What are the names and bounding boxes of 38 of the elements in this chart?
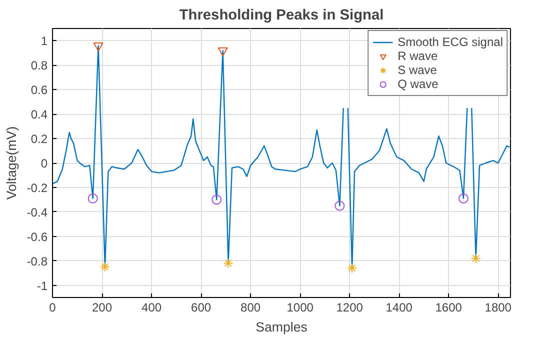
y-tick-label: 0.4 — [30, 108, 48, 122]
x-axis-title: Samples — [256, 320, 308, 334]
x-tick-label: 400 — [142, 300, 162, 314]
y-tick-label: -0.6 — [26, 230, 48, 244]
y-tick-label: 0.8 — [30, 58, 48, 73]
x-tick-label: 1200 — [336, 300, 364, 314]
x-tick-label: 600 — [191, 300, 212, 314]
point — [470, 253, 481, 264]
y-tick-label: -0.2 — [26, 180, 48, 195]
y-tick-label: 0.2 — [30, 132, 48, 146]
y-tick-label: 0.6 — [30, 83, 48, 98]
chart-title: Thresholding Peaks in Signal — [179, 8, 384, 24]
y-tick-label: -0.4 — [26, 205, 48, 220]
y-tick-label: 0 — [40, 156, 48, 170]
point — [93, 42, 104, 52]
y-axis-title: Voltage(mV) — [4, 126, 19, 200]
point — [212, 194, 222, 205]
point — [347, 263, 358, 274]
y-tick-label: -0.8 — [26, 254, 48, 268]
point — [100, 262, 110, 272]
x-tick-label: 200 — [92, 300, 112, 314]
legend-label: Q wave — [398, 77, 438, 91]
point — [223, 258, 234, 268]
point — [88, 193, 98, 204]
point — [334, 200, 345, 211]
point — [218, 47, 228, 56]
x-tick-label: 1000 — [286, 300, 314, 314]
point — [458, 193, 468, 204]
legend-label: Smooth ECG signal — [398, 35, 503, 49]
y-tick-label: 1 — [40, 34, 48, 48]
legend-label: S wave — [398, 63, 437, 77]
x-tick-label: 1400 — [386, 300, 413, 314]
x-tick-label: 800 — [240, 300, 261, 314]
y-tick-label: -1 — [36, 278, 48, 293]
x-tick-label: 1800 — [484, 300, 512, 314]
x-tick-label: 1600 — [435, 300, 462, 314]
x-tick-label: 0 — [49, 300, 56, 314]
legend-label: R wave — [398, 49, 438, 63]
